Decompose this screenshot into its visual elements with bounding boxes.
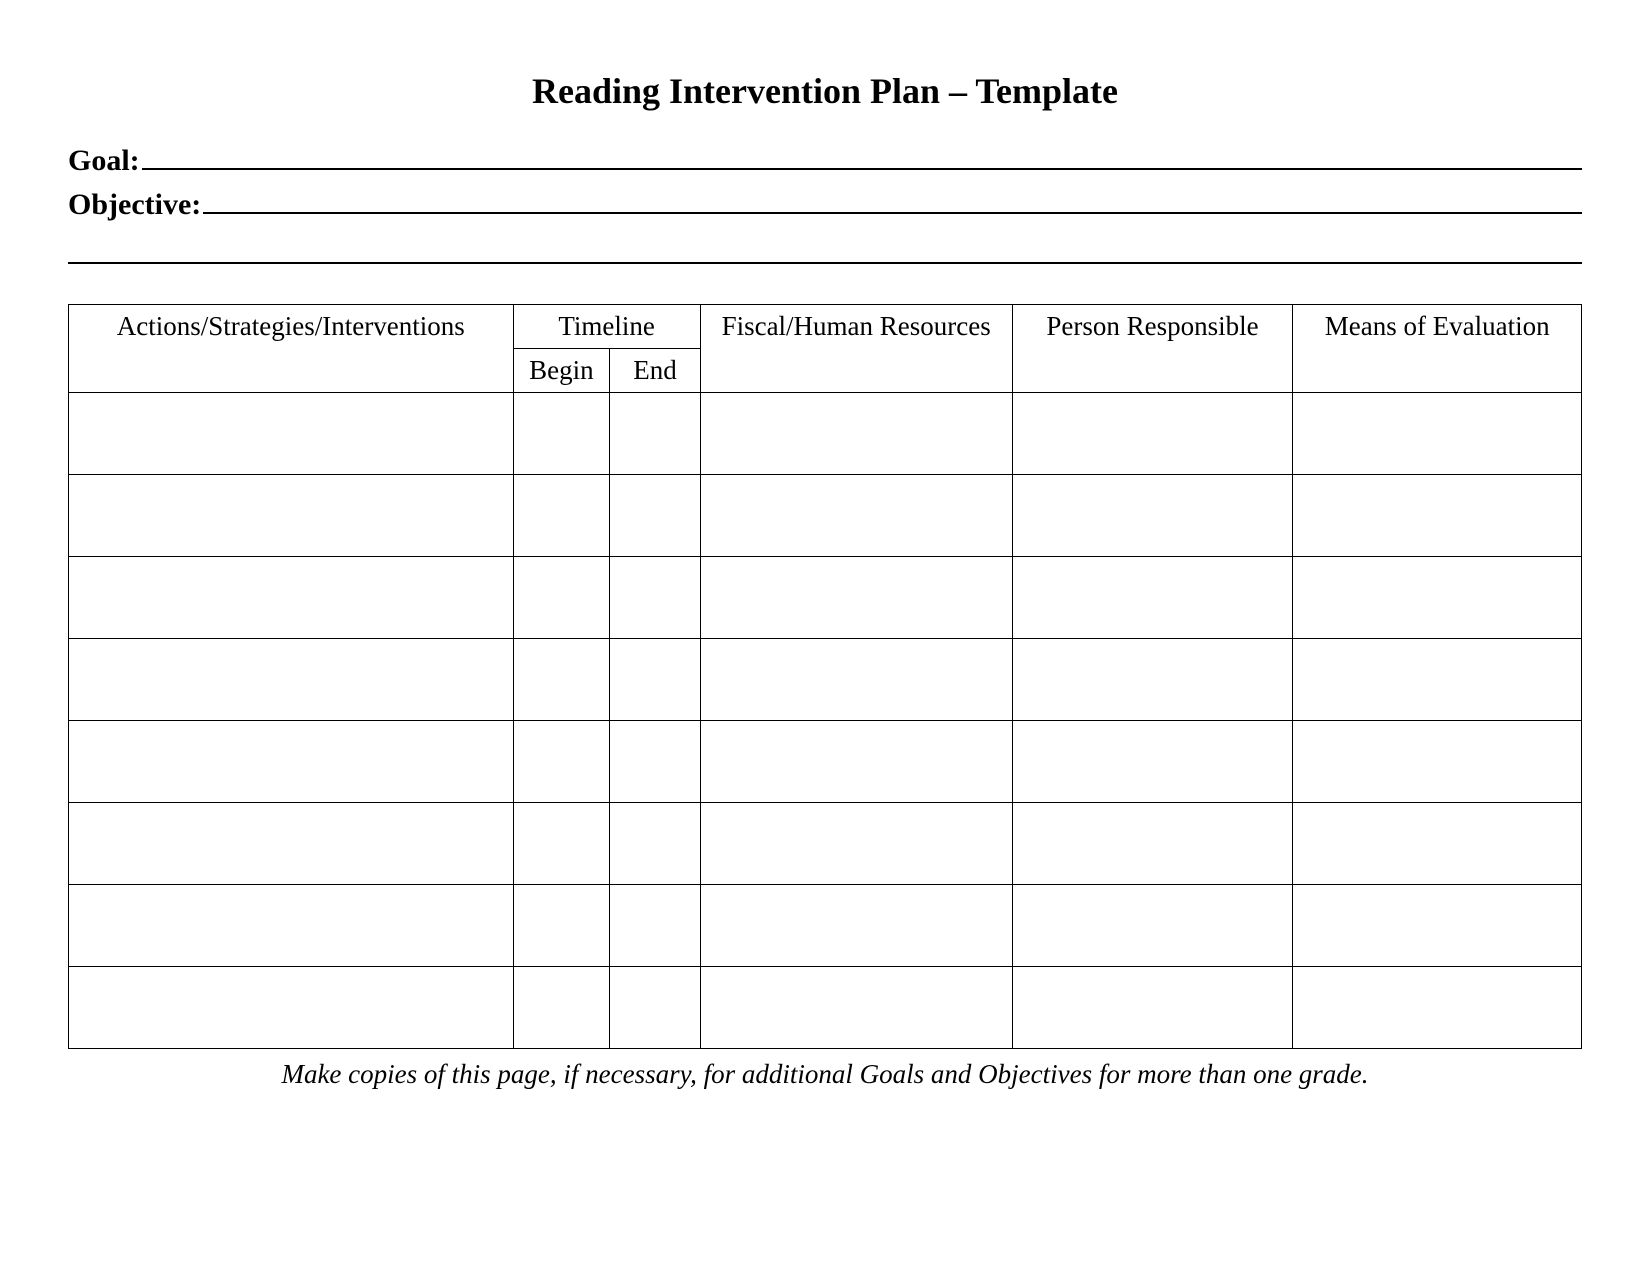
- intervention-table: Actions/Strategies/Interventions Timelin…: [68, 304, 1582, 1049]
- header-fiscal: Fiscal/Human Resources: [700, 305, 1012, 393]
- objective-input-line[interactable]: [203, 186, 1582, 214]
- table-row: [69, 475, 1582, 557]
- table-cell[interactable]: [1293, 967, 1582, 1049]
- table-cell[interactable]: [69, 885, 514, 967]
- table-cell[interactable]: [700, 803, 1012, 885]
- table-cell[interactable]: [69, 557, 514, 639]
- goal-input-line[interactable]: [142, 142, 1582, 170]
- table-cell[interactable]: [610, 475, 700, 557]
- table-cell[interactable]: [1012, 803, 1293, 885]
- table-row: [69, 393, 1582, 475]
- table-cell[interactable]: [700, 639, 1012, 721]
- table-cell[interactable]: [69, 393, 514, 475]
- table-cell[interactable]: [513, 639, 610, 721]
- table-cell[interactable]: [700, 393, 1012, 475]
- table-cell[interactable]: [69, 639, 514, 721]
- table-cell[interactable]: [1293, 639, 1582, 721]
- table-cell[interactable]: [610, 639, 700, 721]
- table-cell[interactable]: [69, 721, 514, 803]
- table-cell[interactable]: [610, 885, 700, 967]
- footer-note: Make copies of this page, if necessary, …: [68, 1059, 1582, 1090]
- section-divider: [68, 262, 1582, 264]
- table-cell[interactable]: [1293, 557, 1582, 639]
- header-person: Person Responsible: [1012, 305, 1293, 393]
- table-cell[interactable]: [69, 967, 514, 1049]
- table-row: [69, 721, 1582, 803]
- table-cell[interactable]: [513, 475, 610, 557]
- table-cell[interactable]: [513, 967, 610, 1049]
- header-timeline-begin: Begin: [513, 349, 610, 393]
- table-cell[interactable]: [1012, 475, 1293, 557]
- table-cell[interactable]: [700, 967, 1012, 1049]
- table-cell[interactable]: [1293, 475, 1582, 557]
- table-cell[interactable]: [610, 803, 700, 885]
- table-row: [69, 803, 1582, 885]
- table-cell[interactable]: [700, 557, 1012, 639]
- table-cell[interactable]: [610, 967, 700, 1049]
- header-timeline-end: End: [610, 349, 700, 393]
- table-cell[interactable]: [513, 721, 610, 803]
- table-cell[interactable]: [700, 885, 1012, 967]
- table-cell[interactable]: [700, 721, 1012, 803]
- table-cell[interactable]: [513, 393, 610, 475]
- table-cell[interactable]: [1293, 803, 1582, 885]
- table-cell[interactable]: [513, 557, 610, 639]
- header-actions: Actions/Strategies/Interventions: [69, 305, 514, 393]
- table-cell[interactable]: [69, 475, 514, 557]
- table-cell[interactable]: [1012, 721, 1293, 803]
- table-cell[interactable]: [610, 393, 700, 475]
- goal-field-row: Goal:: [68, 142, 1582, 178]
- table-cell[interactable]: [1012, 885, 1293, 967]
- table-cell[interactable]: [1293, 393, 1582, 475]
- table-cell[interactable]: [1012, 557, 1293, 639]
- table-cell[interactable]: [700, 475, 1012, 557]
- table-cell[interactable]: [1012, 967, 1293, 1049]
- table-body: [69, 393, 1582, 1049]
- table-cell[interactable]: [1012, 639, 1293, 721]
- table-cell[interactable]: [610, 557, 700, 639]
- table-header-row-1: Actions/Strategies/Interventions Timelin…: [69, 305, 1582, 349]
- table-cell[interactable]: [69, 803, 514, 885]
- table-cell[interactable]: [1293, 721, 1582, 803]
- table-cell[interactable]: [513, 885, 610, 967]
- table-cell[interactable]: [513, 803, 610, 885]
- objective-label: Objective:: [68, 188, 201, 222]
- document-title: Reading Intervention Plan – Template: [68, 70, 1582, 112]
- table-cell[interactable]: [1012, 393, 1293, 475]
- table-row: [69, 967, 1582, 1049]
- goal-label: Goal:: [68, 144, 140, 178]
- table-row: [69, 639, 1582, 721]
- table-cell[interactable]: [1293, 885, 1582, 967]
- table-cell[interactable]: [610, 721, 700, 803]
- table-row: [69, 557, 1582, 639]
- header-means: Means of Evaluation: [1293, 305, 1582, 393]
- header-timeline: Timeline: [513, 305, 700, 349]
- table-row: [69, 885, 1582, 967]
- objective-field-row: Objective:: [68, 186, 1582, 222]
